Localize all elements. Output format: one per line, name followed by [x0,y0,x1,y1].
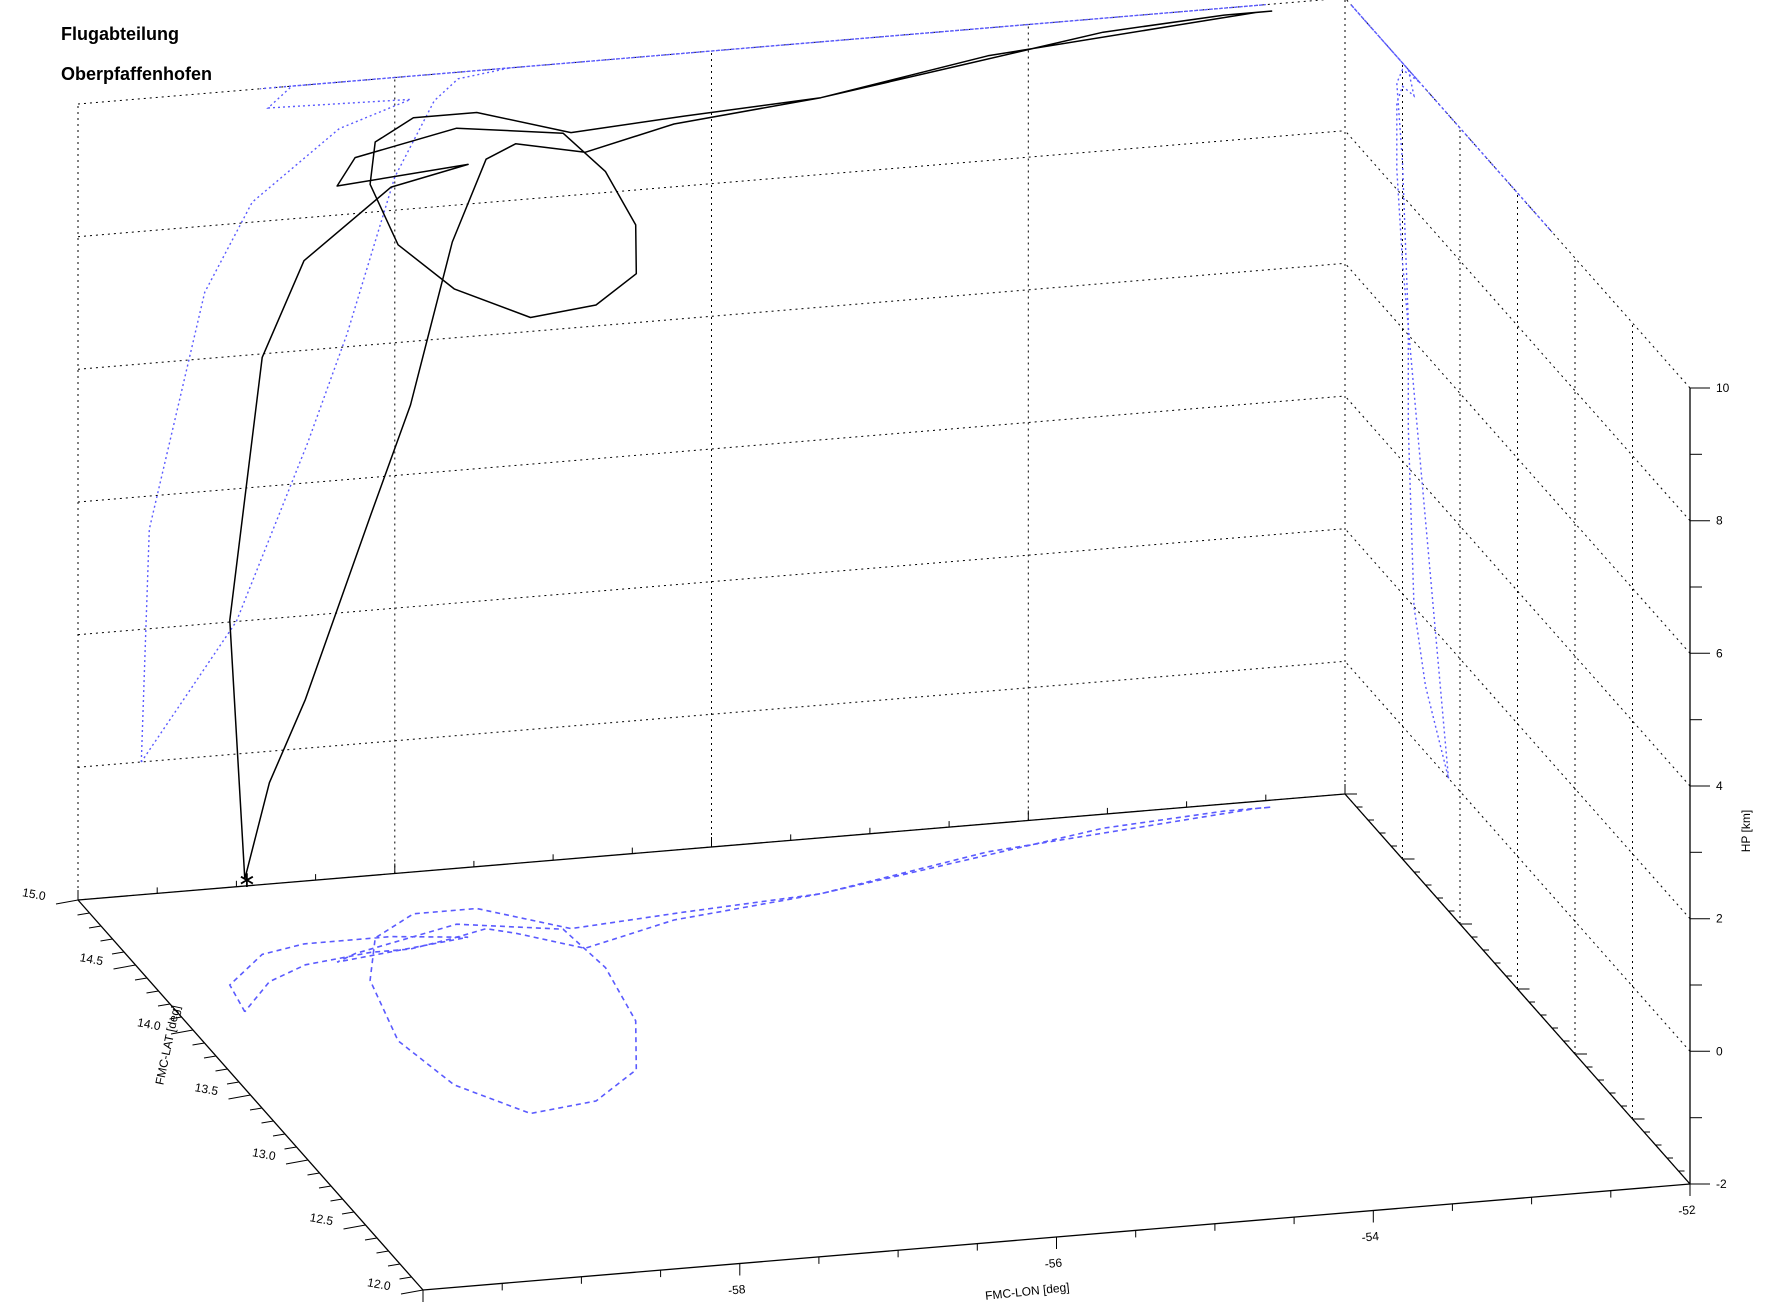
z-tick-label: 10 [1716,381,1730,395]
y-tick [170,1029,194,1035]
x-tick-label: -58 [728,1282,747,1297]
z-tick-label: -2 [1716,1177,1727,1191]
x-tick-label: -54 [1361,1229,1380,1244]
grid-line-right-alt [1344,130,1691,522]
chart-header-line2: Oberpfaffenhofen [61,64,212,84]
y-axis-title: FMC-LAT [deg] [152,1004,183,1086]
grid-line-back-alt [77,130,1346,238]
y-tick [364,1237,378,1241]
y-tick-label: 12.0 [366,1275,392,1293]
y-tick [228,1094,251,1100]
z-tick-label: 0 [1716,1044,1723,1058]
start-marker: ∗ [238,868,256,893]
y-tick-label: 12.5 [309,1210,335,1228]
y-tick [100,938,113,942]
grid-line-back-alt [77,0,1328,105]
y-tick [272,1133,286,1137]
x-axis-title: FMC-LON [deg] [984,1280,1070,1303]
chart-header-line1: Flugabteilung [61,24,179,44]
y-tick [307,1172,320,1176]
projection-curves [140,3,1553,1115]
trajectory-curve [229,10,1273,880]
y-tick-label: 13.5 [194,1080,220,1098]
x-tick-label: -56 [1044,1256,1063,1271]
y-tick [88,925,102,929]
y-tick [157,1003,171,1007]
y-tick-label: 15.0 [21,885,47,903]
y-tick-label: 14.0 [136,1015,162,1033]
back-wall-projection-curve [140,3,1266,763]
grid-line-back-alt [77,262,1346,370]
z-tick-label: 8 [1716,514,1723,528]
right-wall-projection-curve [1350,4,1553,779]
axes [55,387,1710,1302]
grid-line-right-alt [1344,528,1691,920]
y-tick [113,964,136,970]
z-tick-label: 6 [1716,646,1723,660]
y-tick [249,1107,263,1111]
y-tick-label: 14.5 [79,950,105,968]
y-tick [215,1068,228,1072]
y-tick [111,951,125,955]
y-tick [192,1042,205,1046]
y-tick [146,990,159,994]
y-tick [169,1016,182,1020]
z-tick-label: 4 [1716,779,1723,793]
grid-line-back-alt [77,395,1346,503]
y-tick [55,899,79,905]
z-tick-label: 2 [1716,912,1723,926]
grid-lines [77,0,1691,1185]
y-tick [134,977,148,981]
z-axis-title: HP [km] [1739,810,1753,852]
y-tick [203,1055,217,1059]
y-tick [376,1250,389,1254]
floor-projection-curve [228,806,1272,1115]
y-tick [330,1198,343,1202]
y-tick-label: 13.0 [251,1145,277,1163]
y-tick [341,1211,355,1215]
y-tick [343,1224,366,1230]
grid-line-right-alt [1344,395,1691,787]
y-tick [226,1081,240,1085]
y-tick [261,1120,274,1124]
y-tick [400,1289,424,1295]
tick-labels: -60-58-56-54-5212.012.513.013.514.014.51… [21,381,1753,1309]
y-tick [399,1276,412,1280]
grid-line-right-alt [1344,660,1691,1052]
grid-line-right-alt [1344,262,1691,654]
x-tick-label: -52 [1678,1203,1697,1218]
y-tick [284,1146,297,1150]
y-tick [318,1185,332,1189]
y-tick [285,1159,309,1165]
y-tick [77,912,90,916]
grid-line-back-alt [77,660,1346,768]
grid-line-back-alt [77,528,1346,636]
trajectory-curves: ∗ [229,10,1273,893]
y-tick [387,1263,401,1267]
